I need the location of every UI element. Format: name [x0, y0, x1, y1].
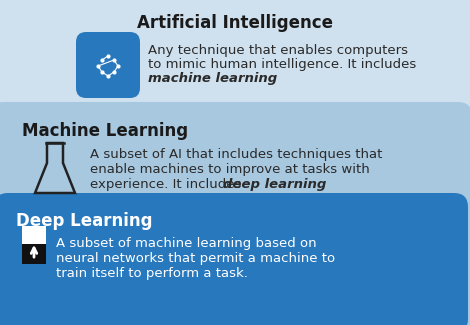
Text: A subset of AI that includes techniques that: A subset of AI that includes techniques …	[90, 148, 383, 161]
Bar	[22, 244, 46, 264]
FancyBboxPatch shape	[97, 79, 119, 95]
Bar	[22, 226, 46, 244]
Text: enable machines to improve at tasks with: enable machines to improve at tasks with	[90, 163, 370, 176]
Text: Machine Learning: Machine Learning	[22, 122, 188, 140]
FancyBboxPatch shape	[0, 193, 468, 325]
Text: experience. It includes: experience. It includes	[90, 178, 246, 191]
Text: Any technique that enables computers: Any technique that enables computers	[148, 44, 408, 57]
Text: Artificial Intelligence: Artificial Intelligence	[137, 14, 333, 32]
FancyBboxPatch shape	[0, 102, 470, 325]
Text: neural networks that permit a machine to: neural networks that permit a machine to	[56, 252, 335, 265]
Text: A subset of machine learning based on: A subset of machine learning based on	[56, 237, 317, 250]
Text: train itself to perform a task.: train itself to perform a task.	[56, 267, 248, 280]
Text: machine learning: machine learning	[148, 72, 277, 85]
FancyBboxPatch shape	[76, 32, 140, 98]
Text: Deep Learning: Deep Learning	[16, 212, 152, 230]
Text: deep learning: deep learning	[223, 178, 327, 191]
Text: to mimic human intelligence. It includes: to mimic human intelligence. It includes	[148, 58, 416, 71]
